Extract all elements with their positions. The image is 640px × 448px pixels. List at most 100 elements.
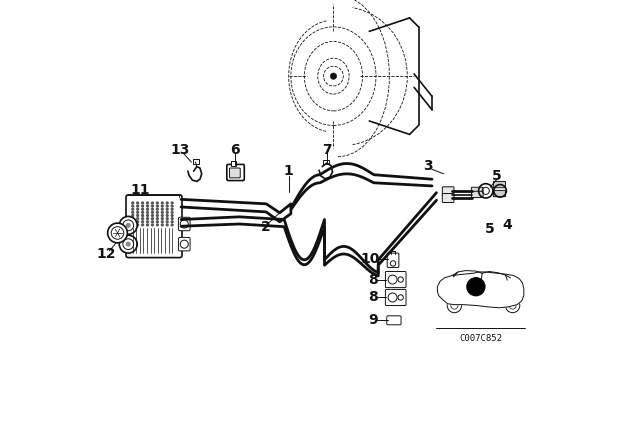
Circle shape	[152, 208, 154, 210]
Circle shape	[147, 205, 148, 207]
Circle shape	[166, 221, 168, 223]
FancyBboxPatch shape	[493, 190, 506, 197]
Circle shape	[137, 221, 139, 223]
Circle shape	[161, 208, 163, 210]
Circle shape	[141, 208, 143, 210]
Circle shape	[141, 224, 143, 226]
Circle shape	[172, 202, 173, 204]
Circle shape	[147, 221, 148, 223]
Circle shape	[506, 298, 520, 313]
Circle shape	[119, 235, 137, 253]
Circle shape	[141, 218, 143, 220]
Text: 3: 3	[422, 159, 433, 173]
Circle shape	[132, 218, 134, 220]
Text: 9: 9	[368, 313, 378, 327]
Circle shape	[141, 221, 143, 223]
Circle shape	[157, 218, 158, 220]
Circle shape	[161, 205, 163, 207]
Circle shape	[152, 221, 154, 223]
Polygon shape	[437, 272, 524, 308]
Circle shape	[141, 211, 143, 213]
Circle shape	[166, 202, 168, 204]
Text: 8: 8	[368, 290, 378, 305]
FancyBboxPatch shape	[493, 181, 506, 188]
Circle shape	[172, 205, 173, 207]
Circle shape	[108, 223, 127, 243]
Circle shape	[157, 205, 158, 207]
Circle shape	[147, 211, 148, 213]
Text: 8: 8	[368, 272, 378, 287]
FancyBboxPatch shape	[385, 289, 406, 306]
Circle shape	[137, 202, 139, 204]
Circle shape	[152, 211, 154, 213]
Circle shape	[141, 215, 143, 216]
FancyBboxPatch shape	[472, 191, 483, 198]
Text: 5: 5	[485, 222, 495, 237]
Circle shape	[157, 221, 158, 223]
FancyBboxPatch shape	[387, 316, 401, 325]
Circle shape	[166, 208, 168, 210]
Circle shape	[172, 208, 173, 210]
Circle shape	[157, 215, 158, 216]
Circle shape	[166, 218, 168, 220]
Circle shape	[137, 211, 139, 213]
Text: 13: 13	[170, 142, 190, 157]
Text: 5: 5	[492, 168, 502, 183]
Circle shape	[152, 205, 154, 207]
Circle shape	[137, 224, 139, 226]
Circle shape	[127, 242, 130, 246]
Text: 6: 6	[230, 142, 240, 157]
Circle shape	[127, 224, 130, 227]
Circle shape	[166, 215, 168, 216]
Circle shape	[132, 211, 134, 213]
Circle shape	[147, 224, 148, 226]
Circle shape	[152, 224, 154, 226]
FancyBboxPatch shape	[179, 237, 190, 251]
Circle shape	[166, 224, 168, 226]
Bar	[323, 160, 328, 164]
Bar	[193, 159, 198, 164]
Text: 7: 7	[322, 142, 332, 157]
Circle shape	[132, 208, 134, 210]
Text: 2: 2	[260, 220, 270, 234]
Circle shape	[157, 208, 158, 210]
Circle shape	[172, 224, 173, 226]
Circle shape	[157, 202, 158, 204]
FancyBboxPatch shape	[230, 168, 240, 178]
Circle shape	[137, 208, 139, 210]
Circle shape	[161, 218, 163, 220]
Circle shape	[161, 221, 163, 223]
FancyBboxPatch shape	[472, 187, 483, 194]
Circle shape	[157, 211, 158, 213]
Circle shape	[157, 224, 158, 226]
Circle shape	[132, 221, 134, 223]
FancyBboxPatch shape	[126, 195, 182, 258]
Circle shape	[172, 221, 173, 223]
Text: 4: 4	[502, 218, 512, 232]
Text: 1: 1	[284, 164, 294, 178]
Text: 11: 11	[130, 183, 150, 198]
Circle shape	[172, 215, 173, 216]
Bar	[231, 161, 236, 166]
Circle shape	[147, 202, 148, 204]
FancyBboxPatch shape	[227, 164, 244, 181]
Circle shape	[152, 202, 154, 204]
Circle shape	[161, 202, 163, 204]
Circle shape	[161, 224, 163, 226]
Circle shape	[132, 202, 134, 204]
Circle shape	[137, 215, 139, 216]
Circle shape	[137, 205, 139, 207]
Circle shape	[119, 216, 137, 234]
Circle shape	[161, 215, 163, 216]
FancyBboxPatch shape	[442, 187, 454, 196]
Circle shape	[166, 205, 168, 207]
Circle shape	[141, 202, 143, 204]
Circle shape	[147, 218, 148, 220]
FancyBboxPatch shape	[385, 271, 406, 288]
Circle shape	[152, 218, 154, 220]
Circle shape	[147, 215, 148, 216]
FancyBboxPatch shape	[387, 253, 399, 267]
Circle shape	[132, 205, 134, 207]
Circle shape	[166, 211, 168, 213]
Circle shape	[147, 208, 148, 210]
